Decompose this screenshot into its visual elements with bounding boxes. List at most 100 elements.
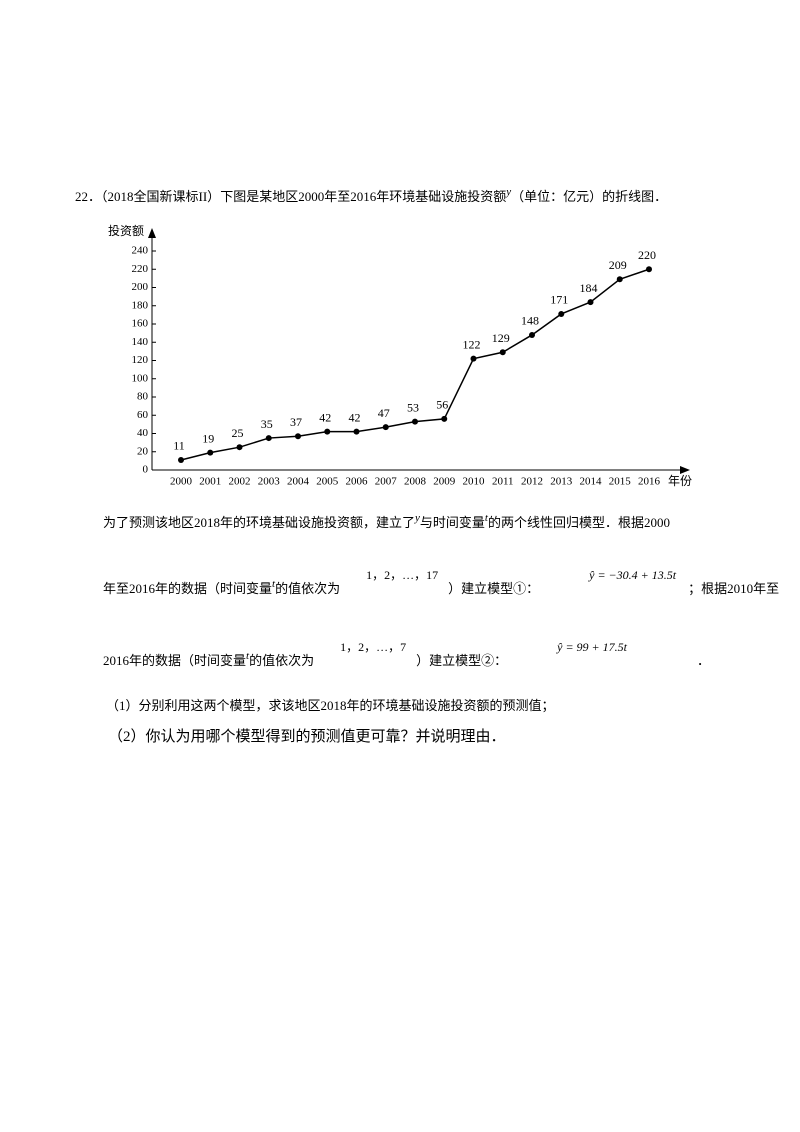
y-tick-label: 240 — [132, 245, 149, 257]
x-axis-label: 年份 — [668, 474, 692, 488]
text: ）建立模型②： — [416, 653, 508, 668]
para-1: 年至2016年的数据（时间变量t的值依次为 1，2，…，17 ）建立模型①： ŷ = … — [103, 568, 780, 597]
text: ）建立模型①： — [448, 581, 540, 596]
x-tick-label: 2005 — [316, 476, 339, 488]
x-arrow — [680, 466, 690, 474]
point — [441, 415, 448, 422]
x-tick-label: 2003 — [258, 476, 281, 488]
var: t — [272, 578, 276, 590]
q-tail: （单位：亿元）的折线图． — [511, 189, 668, 204]
x-tick-label: 2012 — [521, 476, 543, 488]
x-tick-label: 2009 — [433, 476, 456, 488]
var: t — [484, 512, 488, 524]
x-tick-label: 2002 — [229, 476, 251, 488]
point — [353, 428, 360, 435]
point — [265, 435, 272, 442]
range: 1，2，…，17 — [366, 568, 439, 582]
point — [470, 355, 477, 362]
var: y — [415, 512, 420, 524]
q-text: 下图是某地区2000年至2016年环境基础设施投资额 — [220, 189, 507, 204]
data-label: 37 — [290, 415, 302, 429]
range: 1，2，…，7 — [340, 640, 407, 654]
y-tick-label: 80 — [137, 391, 149, 403]
data-label: 148 — [521, 314, 539, 328]
point — [324, 428, 331, 435]
data-label: 209 — [609, 258, 627, 272]
formula: ŷ = 99 + 17.5t — [557, 640, 627, 654]
data-label: 42 — [319, 410, 331, 424]
x-tick-label: 2004 — [287, 476, 310, 488]
text: 与时间变量 — [419, 515, 485, 530]
y-tick-label: 100 — [132, 372, 149, 384]
text: 年至2016年的数据（时间变量 — [103, 581, 273, 596]
q-source: （2018全国新课标II） — [101, 189, 221, 204]
part-1: （1）分别利用这两个模型，求该地区2018年的环境基础设施投资额的预测值； — [106, 698, 555, 713]
y-tick-label: 160 — [132, 318, 149, 330]
para-2: 2016年的数据（时间变量t的值依次为 1，2，…，7 ）建立模型②： ŷ = 99 … — [103, 640, 710, 669]
y-arrow — [148, 228, 156, 238]
x-tick-label: 2015 — [609, 476, 632, 488]
point — [646, 266, 652, 273]
question-line: 22．（2018全国新课标II）下图是某地区2000年至2016年环境基础设施投… — [75, 186, 667, 205]
point — [412, 418, 418, 425]
data-label: 171 — [550, 293, 568, 307]
part-2: （2）你认为用哪个模型得到的预测值更可靠？并说明理由． — [108, 729, 506, 745]
x-tick-label: 2006 — [346, 476, 369, 488]
data-label: 35 — [261, 417, 273, 431]
data-label: 129 — [492, 331, 510, 345]
text: 的值依次为 — [249, 653, 315, 668]
data-label: 53 — [407, 400, 419, 414]
y-tick-label: 200 — [132, 281, 149, 293]
point — [382, 424, 389, 431]
x-tick-label: 2011 — [492, 476, 514, 488]
text: ． — [696, 653, 710, 668]
text: 2016年的数据（时间变量 — [103, 653, 247, 668]
text: ；根据2010年至 — [688, 581, 780, 596]
point — [295, 433, 301, 440]
point — [616, 276, 623, 283]
data-label: 42 — [349, 410, 361, 424]
text: 的两个线性回归模型．根据2000 — [487, 515, 670, 530]
formula: ŷ = −30.4 + 13.5t — [589, 568, 677, 582]
y-tick-label: 60 — [137, 409, 149, 421]
y-tick-label: 120 — [132, 354, 149, 366]
point — [178, 456, 184, 463]
data-label: 220 — [638, 248, 656, 262]
x-tick-label: 2000 — [170, 476, 193, 488]
point — [558, 310, 565, 317]
y-tick-label: 20 — [137, 445, 149, 457]
line — [180, 268, 650, 461]
data-label: 25 — [232, 426, 244, 440]
y-axis-label: 投资额 — [108, 223, 144, 238]
x-tick-label: 2016 — [638, 476, 661, 488]
data-label: 184 — [580, 281, 598, 295]
y-tick-label: 180 — [132, 299, 149, 311]
point — [529, 331, 535, 338]
q-number: 22． — [75, 189, 102, 204]
var: t — [246, 650, 250, 662]
x-tick-label: 2014 — [580, 476, 603, 488]
x-tick-label: 2008 — [404, 476, 427, 488]
para-0: 为了预测该地区2018年的环境基础设施投资额，建立了y与时间变量t的两个线性回归… — [103, 512, 670, 531]
point — [499, 349, 506, 356]
point — [587, 299, 594, 306]
data-label: 47 — [378, 406, 390, 420]
x-tick-label: 2010 — [463, 476, 486, 488]
point — [207, 449, 214, 456]
q-var: y — [506, 186, 512, 198]
x-tick-label: 2001 — [199, 476, 221, 488]
text: 为了预测该地区2018年的环境基础设施投资额，建立了 — [103, 515, 416, 530]
y-tick-label: 220 — [132, 263, 149, 275]
text: 的值依次为 — [275, 581, 341, 596]
data-label: 56 — [436, 398, 448, 412]
data-label: 122 — [463, 337, 481, 351]
data-label: 11 — [173, 439, 185, 453]
x-tick-label: 2007 — [375, 476, 398, 488]
point — [236, 444, 243, 451]
y-tick-label: 140 — [132, 336, 149, 348]
x-tick-label: 2013 — [550, 476, 573, 488]
y-tick-label: 40 — [137, 427, 149, 439]
y-tick-label: 0 — [143, 464, 149, 476]
